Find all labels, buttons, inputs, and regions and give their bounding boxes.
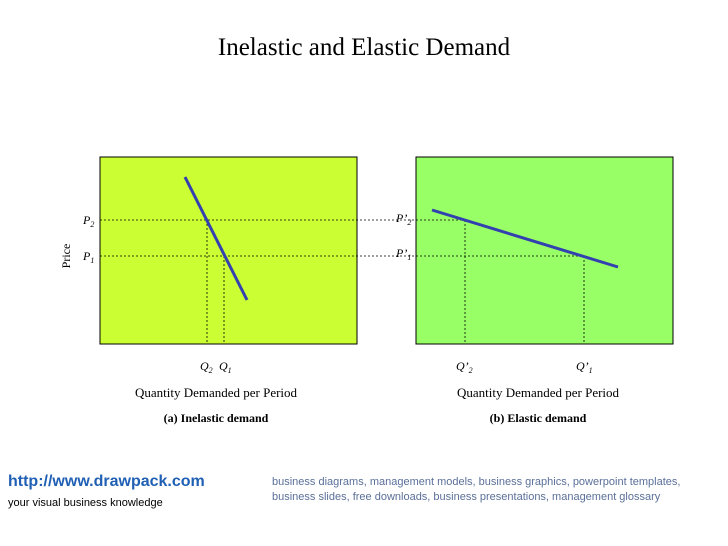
panel-b-x-axis-label: Quantity Demanded per Period [457,385,620,400]
y-axis-label: Price [59,244,73,269]
elasticity-diagram: Price P2 P1 P’2 P’1 Q2 Q1 Q’2 Q’1 Quanti… [59,156,674,425]
diagram-title: Inelastic and Elastic Demand [217,34,511,61]
panel-b-plot-area [415,156,674,345]
panel-b-price-label-p2: P’2 [395,211,411,227]
panel-a-plot-area [99,156,358,345]
panel-a-qty-label-q1: Q1 [219,359,232,375]
footer-description: business diagrams, management models, bu… [272,476,681,503]
panel-b-qty-label-q1: Q’1 [576,359,593,375]
panel-a-x-axis-label: Quantity Demanded per Period [135,385,298,400]
panel-a-caption: (a) Inelastic demand [164,411,269,425]
elastic-demand-line [431,208,619,269]
footer-website-link[interactable]: http://www.drawpack.com [8,473,205,490]
inelastic-demand-line [183,176,249,301]
panel-b-caption: (b) Elastic demand [490,411,587,425]
panel-a-price-label-p1: P1 [82,249,94,265]
panel-b-qty-label-q2: Q’2 [456,359,473,375]
panel-b-price-label-p1: P’1 [395,246,411,262]
footer-tagline: your visual business knowledge [8,497,163,509]
panel-a-price-label-p2: P2 [82,213,94,229]
panel-a-qty-label-q2: Q2 [200,359,213,375]
